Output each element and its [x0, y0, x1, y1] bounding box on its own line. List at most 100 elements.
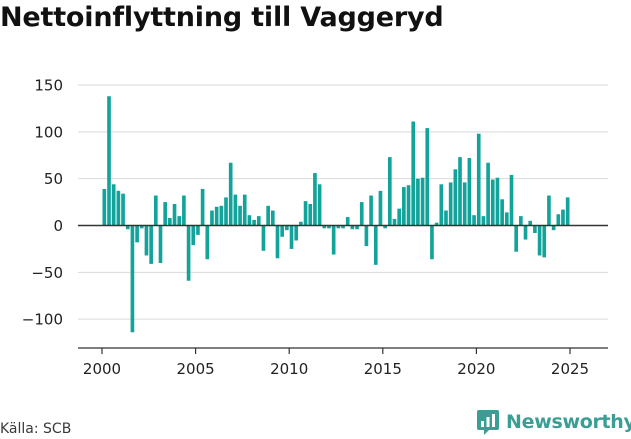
- bar: [238, 205, 242, 226]
- chart-axes: [78, 224, 608, 354]
- bar: [514, 225, 518, 252]
- y-axis-tick-labels: 150 100 50 0 −50 −100: [22, 77, 63, 329]
- bar: [313, 173, 317, 226]
- bar: [327, 225, 331, 229]
- bar: [444, 210, 448, 226]
- bar: [210, 210, 214, 226]
- bar: [214, 206, 219, 226]
- bar: [537, 225, 542, 256]
- bar: [359, 202, 364, 226]
- bar: [266, 205, 270, 226]
- newsworthy-logo-icon: [477, 410, 499, 435]
- bar: [350, 225, 355, 230]
- bar: [336, 225, 341, 229]
- bar: [153, 195, 158, 226]
- bar: [299, 221, 303, 226]
- bar: [121, 193, 125, 226]
- bar: [387, 157, 392, 226]
- bar: [523, 225, 528, 240]
- bar: [341, 225, 345, 229]
- y-tick-label: −100: [22, 311, 63, 329]
- bar: [303, 201, 308, 226]
- bar: [462, 182, 467, 226]
- bar: [247, 215, 252, 226]
- bar: [270, 210, 275, 226]
- bar: [322, 225, 327, 229]
- x-tick-label: 2000: [83, 360, 121, 378]
- bar: [294, 225, 299, 241]
- source-note: Källa: SCB: [0, 421, 72, 437]
- bar: [242, 194, 247, 226]
- bar: [547, 195, 551, 226]
- bar: [397, 208, 401, 226]
- bar: [448, 182, 453, 226]
- y-tick-label: 0: [53, 217, 63, 235]
- bar: [205, 225, 210, 260]
- bar: [289, 225, 294, 249]
- bar: [406, 185, 411, 226]
- bar: [458, 157, 462, 226]
- x-axis-tick-labels: 2000 2005 2010 2015 2020 2025: [83, 360, 589, 378]
- bar: [472, 215, 476, 226]
- bar: [125, 225, 130, 230]
- x-tick-label: 2025: [551, 360, 589, 378]
- bar: [453, 169, 458, 226]
- y-tick-label: 150: [34, 77, 63, 95]
- bar: [425, 128, 430, 226]
- bar: [177, 216, 182, 226]
- bar: [182, 195, 186, 226]
- bar: [191, 225, 196, 246]
- bar: [416, 178, 420, 226]
- bar: [565, 197, 570, 226]
- bar: [439, 184, 444, 226]
- bar: [116, 190, 121, 226]
- bar: [373, 225, 378, 265]
- bar: [467, 158, 472, 226]
- x-tick-label: 2010: [270, 360, 308, 378]
- bar: [219, 205, 224, 226]
- bar: [144, 225, 149, 256]
- bar: [528, 220, 533, 226]
- bar: [111, 184, 116, 226]
- bar: [355, 225, 359, 230]
- bar: [476, 133, 481, 226]
- bar: [369, 195, 373, 226]
- y-tick-label: −50: [31, 264, 63, 282]
- bar: [186, 225, 191, 281]
- y-tick-label: 50: [44, 170, 63, 188]
- bar: [163, 202, 167, 226]
- bar: [345, 217, 350, 226]
- bar: [490, 179, 495, 226]
- bar: [256, 216, 261, 226]
- bar: [434, 222, 439, 226]
- bar: [509, 174, 514, 226]
- bar: [331, 225, 336, 255]
- brand-name: Newsworthy: [506, 411, 631, 433]
- bar: [411, 121, 416, 226]
- bar: [139, 225, 144, 229]
- bar: [500, 199, 504, 226]
- bar: [158, 225, 163, 263]
- bar: [102, 188, 107, 226]
- bar: [135, 225, 139, 243]
- page-title: Nettoinflyttning till Vaggeryd: [0, 2, 444, 33]
- x-tick-label: 2015: [364, 360, 402, 378]
- bar: [317, 184, 322, 226]
- bar: [224, 197, 228, 226]
- bar: [420, 177, 425, 226]
- bar: [504, 212, 509, 226]
- bar: [495, 177, 500, 226]
- bar: [275, 225, 280, 259]
- bar: [364, 225, 369, 247]
- bar: [481, 216, 486, 226]
- x-tick-label: 2005: [177, 360, 215, 378]
- bar: [149, 225, 153, 264]
- bar: [168, 218, 172, 226]
- bar: [378, 190, 383, 226]
- chart-bars: [102, 96, 570, 333]
- bar: [130, 225, 135, 333]
- brand-logo: Newsworthy: [476, 408, 631, 436]
- bar: [107, 96, 111, 226]
- x-tick-label: 2020: [457, 360, 495, 378]
